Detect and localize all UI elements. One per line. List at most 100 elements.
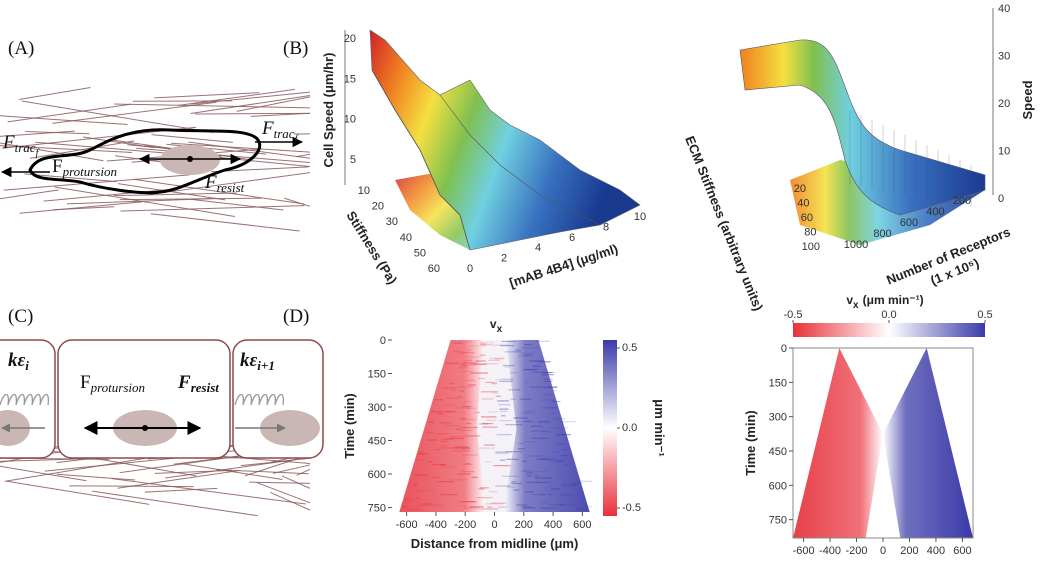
kymo-streak <box>501 415 506 417</box>
kymo-streak <box>546 459 565 461</box>
kymo-region <box>399 340 486 512</box>
kymo-streak <box>505 424 523 426</box>
tick-label: 200 <box>953 195 971 207</box>
kymo-streak <box>429 489 435 491</box>
fiber <box>249 481 311 484</box>
axis-label: Number of Receptors(1 x 10⁵) <box>884 224 1019 303</box>
tick-label: 10 <box>998 146 1010 158</box>
tick-label: 30 <box>998 51 1010 63</box>
kymo-streak <box>462 454 478 456</box>
kymo-streak <box>427 421 435 424</box>
kymo-streak <box>477 496 493 499</box>
kymo-streak <box>466 379 476 382</box>
kymo-streak <box>557 443 565 445</box>
fiber <box>7 103 131 123</box>
kymo-streak <box>550 427 569 429</box>
kymo-streak <box>431 464 447 466</box>
tick-label: 5 <box>350 154 356 166</box>
x-tick-label: -600 <box>793 545 815 557</box>
kymo-streak <box>415 497 420 499</box>
kymo-streak <box>434 505 441 507</box>
fiber <box>295 153 311 158</box>
kymo-streak <box>480 341 495 344</box>
kymo-streak <box>522 460 527 462</box>
kymo-streak <box>519 398 532 400</box>
fiber <box>171 142 311 153</box>
kymo-streak <box>526 481 540 483</box>
fiber <box>154 469 233 474</box>
kymo-streak <box>479 354 486 356</box>
kymo-streak <box>504 351 522 353</box>
kymo-streak <box>530 493 546 496</box>
kymo-streak <box>494 452 508 454</box>
kymo-streak <box>413 484 418 486</box>
fiber <box>18 87 91 100</box>
x-tick-label: 600 <box>573 519 591 531</box>
y-tick-label: 600 <box>368 469 386 481</box>
kymo-streak <box>488 411 498 413</box>
fiber <box>117 470 240 489</box>
kymo-streak <box>460 365 469 367</box>
kymo-streak <box>544 386 558 388</box>
kymo-streak <box>510 398 516 400</box>
kymo-streak <box>549 503 567 506</box>
kymo-streak <box>441 466 456 468</box>
axis-label: Speed <box>1020 80 1035 119</box>
x-tick-label: -400 <box>819 545 841 557</box>
kymo-streak <box>536 458 547 460</box>
kymo-streak <box>421 503 433 505</box>
fiber <box>29 140 135 159</box>
kymo-streak <box>498 404 511 406</box>
kymo-streak <box>440 422 452 424</box>
kymo-streak <box>504 366 511 368</box>
kymo-streak <box>482 426 498 428</box>
kymo-streak <box>556 433 571 436</box>
kymo-streak <box>561 484 578 486</box>
fiber <box>54 186 235 218</box>
kymo-streak <box>466 359 473 361</box>
fiber <box>281 475 311 489</box>
surface <box>369 29 641 251</box>
kymo-streak <box>430 504 443 506</box>
kymo-streak <box>543 431 551 433</box>
tick-label: 600 <box>900 217 918 229</box>
tick-label: 8 <box>603 221 609 233</box>
fiber <box>150 213 300 232</box>
kymo-streak <box>560 494 573 496</box>
kymo-streak <box>488 359 500 361</box>
kymo-streak <box>480 344 493 346</box>
kymo-streak <box>560 504 565 506</box>
kymo-streak <box>496 434 512 436</box>
kymo-streak <box>484 444 495 446</box>
tick-label: 20 <box>344 33 356 45</box>
tick-label: 20 <box>998 98 1010 110</box>
kymo-streak <box>492 344 509 346</box>
kymo-streak <box>452 450 470 452</box>
kymo-streak <box>466 407 471 409</box>
kymo-streak <box>468 352 475 354</box>
kymo-streak <box>463 360 472 362</box>
kymo-streak <box>520 347 539 349</box>
y-axis-label: Time (min) <box>743 410 758 476</box>
centroid <box>187 156 193 162</box>
kymo-streak <box>524 343 533 346</box>
tick-label: 1000 <box>844 239 868 251</box>
kymo-streak <box>515 420 527 423</box>
kymo-streak <box>547 386 558 388</box>
x-tick-label: -400 <box>425 519 447 531</box>
fiber <box>147 172 311 196</box>
kymo-streak <box>499 408 509 410</box>
kymo-streak <box>485 381 494 383</box>
kymo-streak <box>465 435 481 437</box>
y-axis-label: Time (min) <box>342 393 357 459</box>
x-tick-label: -200 <box>846 545 868 557</box>
tick-label: 40 <box>400 232 412 244</box>
kymo-streak <box>454 505 461 507</box>
kymo-streak <box>533 365 540 367</box>
fiber <box>44 456 185 472</box>
kymographs: -600 -400 -200 0 200 400 600 0 150 300 450 600 750 Di… <box>342 309 993 563</box>
kymo-streak <box>406 508 422 510</box>
kymo-streak <box>567 504 575 506</box>
kymo-streak <box>440 440 449 442</box>
fiber <box>256 482 311 504</box>
